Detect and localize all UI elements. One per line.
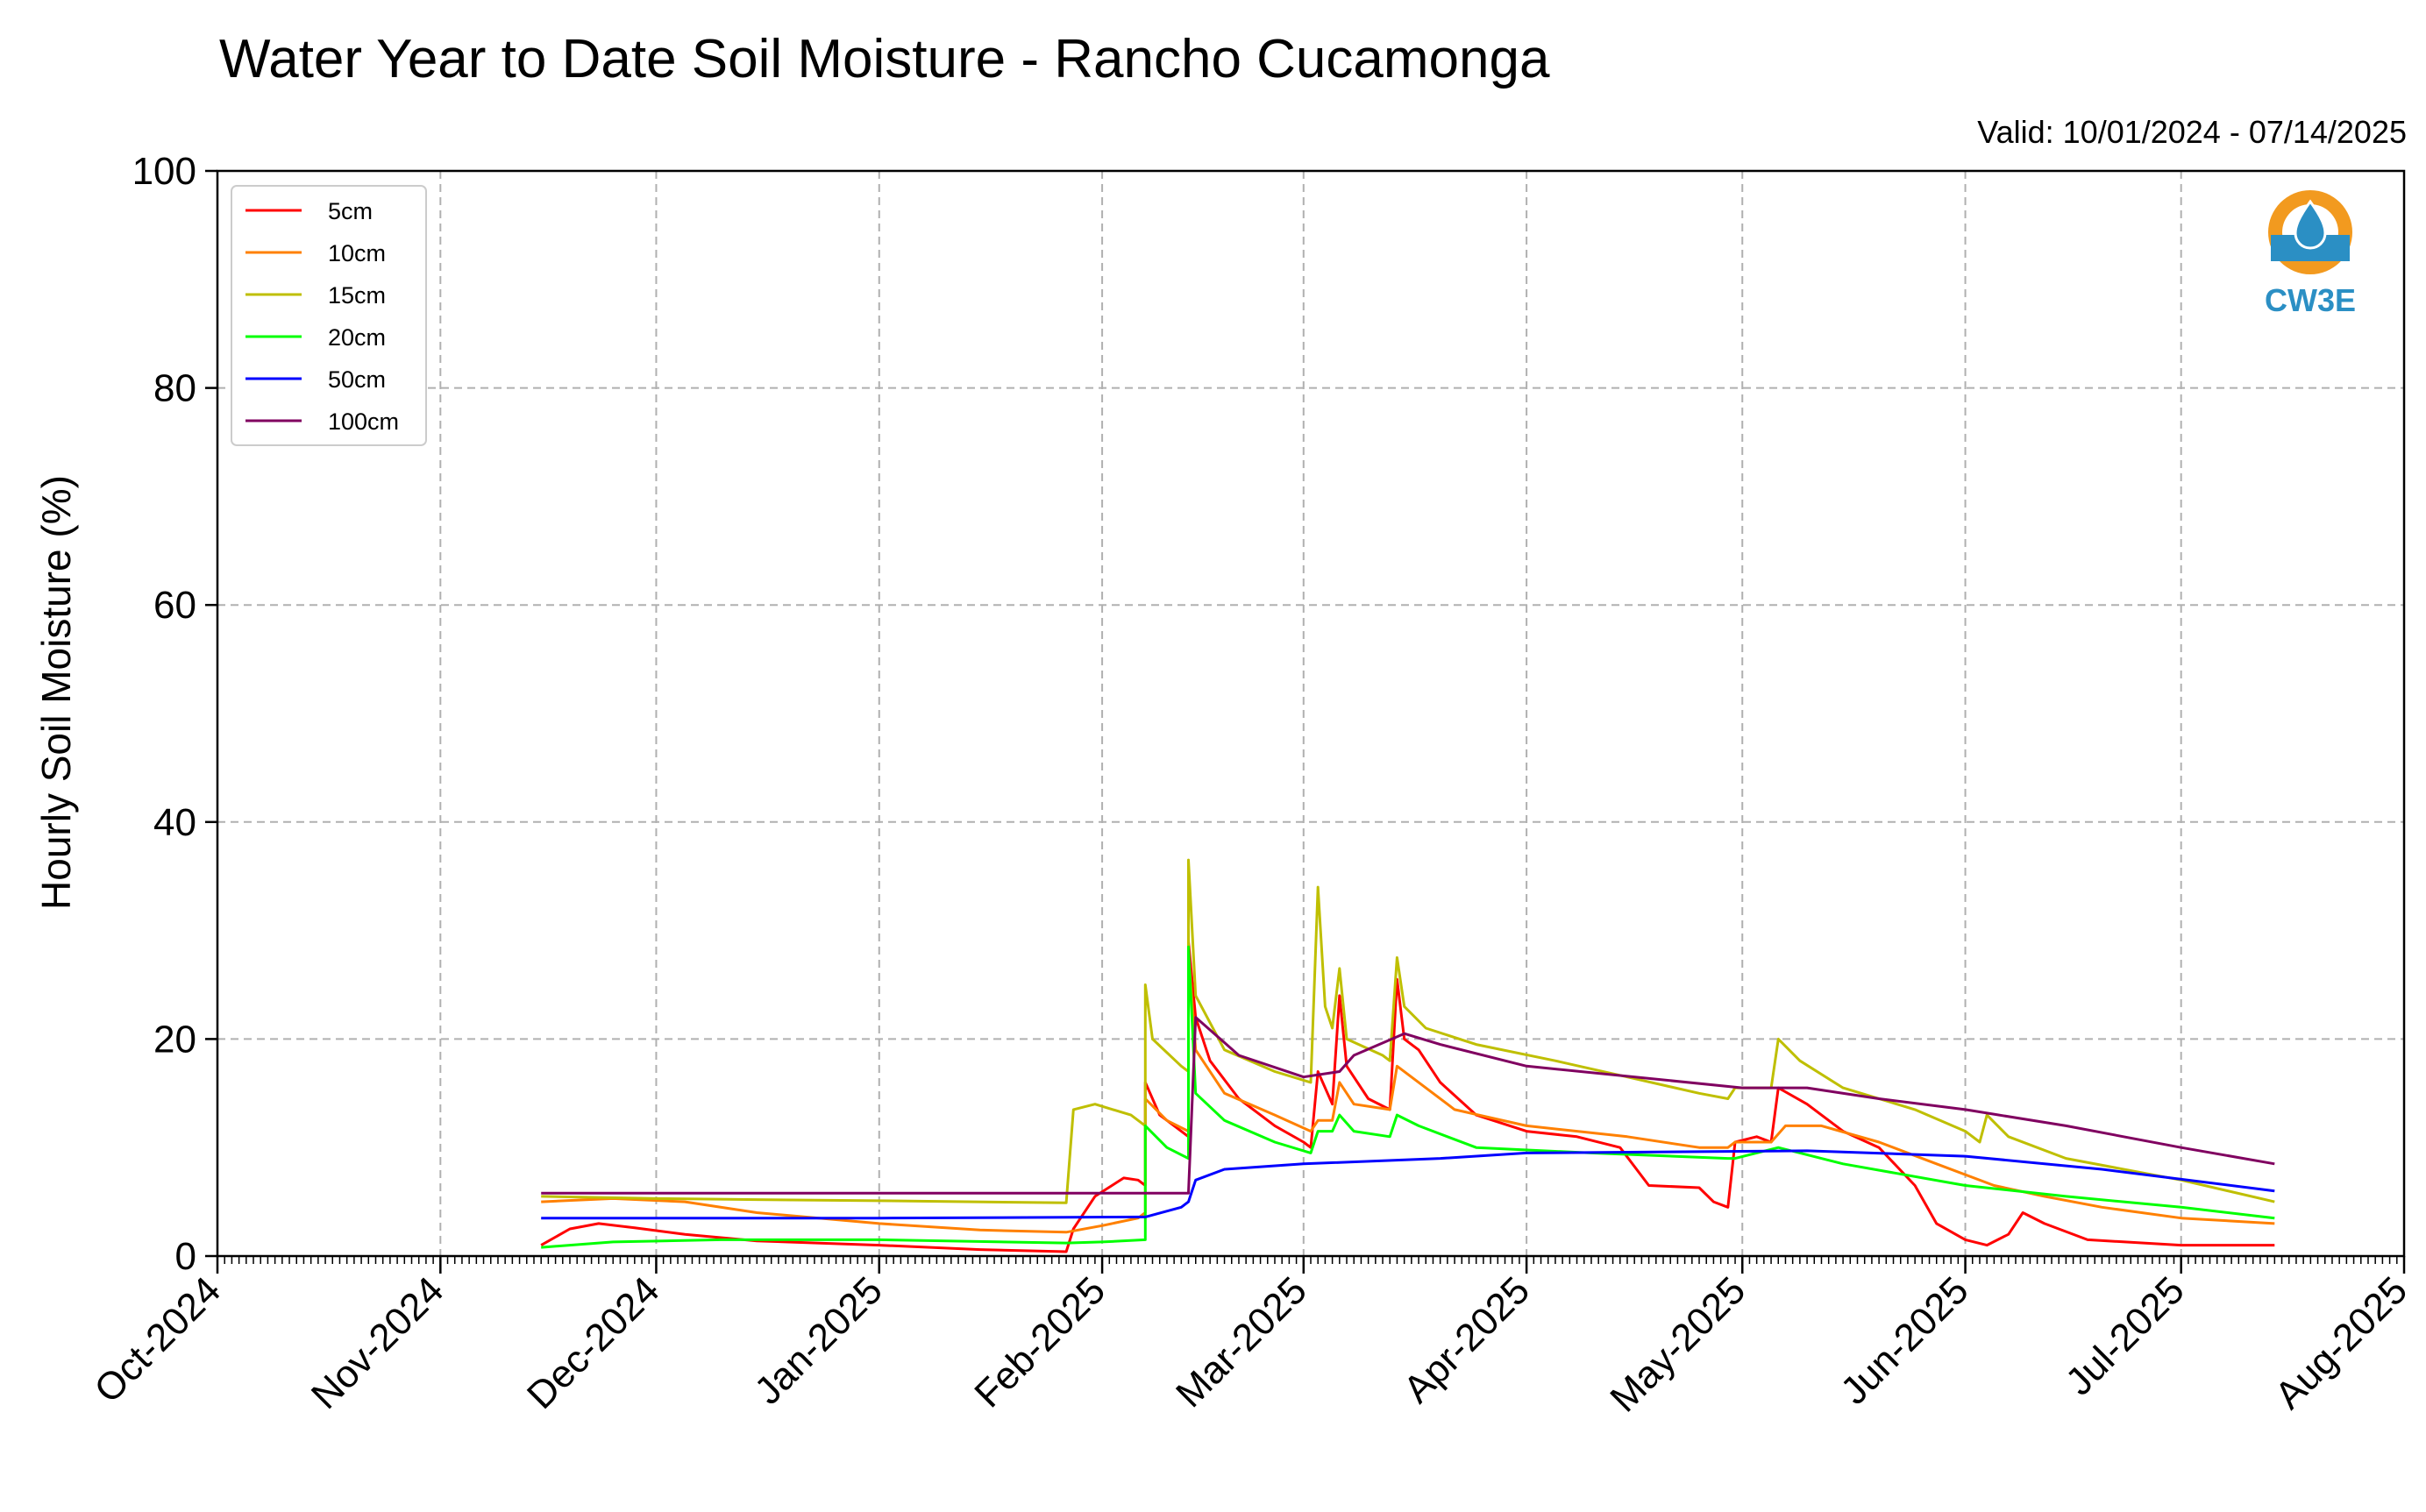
series-line-50cm [541, 1149, 2275, 1220]
axes: 0 20 40 60 80 100 Oct-2024 Nov-2024 Dec-2024 Jan-… [86, 150, 2415, 1420]
x-tick-label: Mar-2025 [1168, 1268, 1315, 1416]
series-line-5cm [540, 940, 2275, 1253]
logo-label: CW3E [2265, 282, 2356, 318]
water-drop-icon [2294, 199, 2327, 250]
y-tick-label: 0 [175, 1235, 196, 1278]
y-tick-label: 40 [153, 801, 196, 844]
x-tick-label: Jul-2025 [2058, 1268, 2193, 1403]
series-line-100cm [541, 1016, 2275, 1195]
valid-date-range: Valid: 10/01/2024 - 07/14/2025 [1977, 114, 2407, 150]
x-tick-label: Dec-2024 [519, 1268, 668, 1417]
x-tick-label: Aug-2025 [2266, 1268, 2415, 1417]
legend: 5cm 10cm 15cm 20cm 50cm 100cm [231, 185, 427, 446]
legend-box [231, 185, 427, 446]
legend-label-15cm: 15cm [328, 282, 386, 309]
series-line-10cm [541, 950, 2275, 1234]
series-lines [540, 858, 2275, 1253]
y-tick-label: 100 [132, 150, 196, 193]
legend-label-10cm: 10cm [328, 240, 386, 266]
x-tick-label: Feb-2025 [966, 1268, 1113, 1416]
legend-label-100cm: 100cm [328, 408, 399, 435]
y-tick-label: 80 [153, 367, 196, 410]
y-tick-label: 60 [153, 584, 196, 627]
legend-label-50cm: 50cm [328, 366, 386, 393]
legend-label-5cm: 5cm [328, 198, 373, 224]
x-tick-label: May-2025 [1602, 1268, 1754, 1420]
y-tick-label: 20 [153, 1018, 196, 1061]
x-tick-label: Apr-2025 [1396, 1268, 1539, 1411]
cw3e-logo: CW3E [2265, 190, 2356, 318]
plot-frame [216, 169, 2406, 1258]
series-line-15cm [541, 858, 2275, 1204]
legend-label-20cm: 20cm [328, 324, 386, 351]
chart-title: Water Year to Date Soil Moisture - Ranch… [219, 29, 1550, 89]
y-axis-label: Hourly Soil Moisture (%) [33, 475, 79, 910]
x-tick-label: Jun-2025 [1832, 1268, 1976, 1412]
x-tick-label: Jan-2025 [746, 1268, 890, 1412]
series-line-20cm [541, 945, 2275, 1249]
grid [217, 171, 2404, 1256]
x-tick-label: Oct-2024 [86, 1268, 229, 1411]
x-tick-label: Nov-2024 [303, 1268, 452, 1417]
